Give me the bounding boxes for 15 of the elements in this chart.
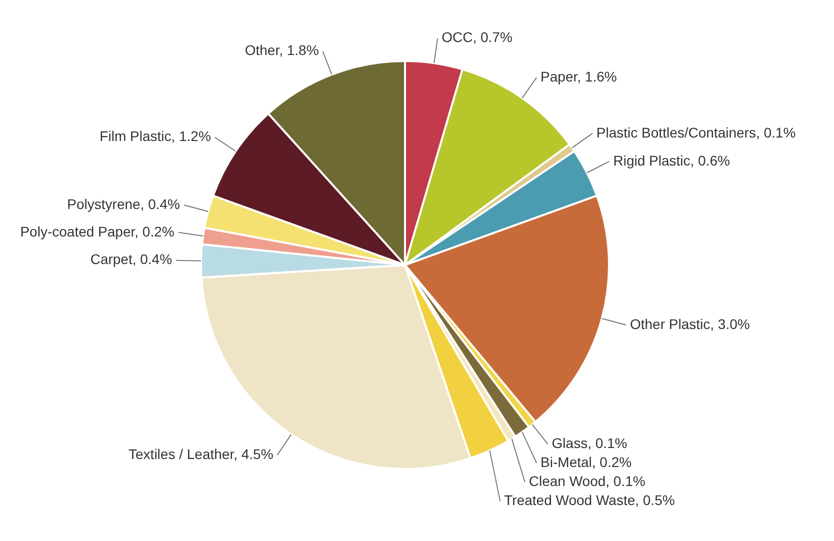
slice-label: Poly-coated Paper, 0.2% <box>20 223 174 240</box>
slice-label: Textiles / Leather, 4.5% <box>128 446 274 462</box>
slice-label: Clean Wood, 0.1% <box>528 472 646 489</box>
slice-label: Rigid Plastic, 0.6% <box>613 152 730 168</box>
slice-label: OCC, 0.7% <box>442 29 512 46</box>
slice-label: Polystyrene, 0.4% <box>67 196 180 212</box>
slice-label: Plastic Bottles/Containers, 0.1% <box>596 124 796 140</box>
slice-label: Film Plastic, 1.2% <box>100 128 211 144</box>
slice-label: Paper, 1.6% <box>540 68 617 84</box>
slice-label: Carpet, 0.4% <box>90 251 172 268</box>
slice-label: Treated Wood Waste, 0.5% <box>504 492 675 508</box>
slice-label: Other Plastic, 3.0% <box>630 316 750 332</box>
slice-label: Glass, 0.1% <box>552 434 628 451</box>
slice-label: Bi-Metal, 0.2% <box>540 454 632 470</box>
slice-label: Other, 1.8% <box>244 42 319 58</box>
